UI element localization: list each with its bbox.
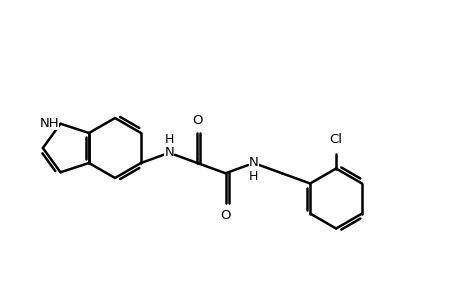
Text: H: H — [248, 170, 258, 183]
Text: O: O — [192, 114, 202, 127]
Text: N: N — [164, 146, 174, 159]
Text: N: N — [248, 157, 258, 169]
Text: NH: NH — [40, 117, 59, 130]
Text: O: O — [220, 209, 230, 222]
Text: H: H — [164, 133, 174, 146]
Text: Cl: Cl — [329, 133, 342, 146]
